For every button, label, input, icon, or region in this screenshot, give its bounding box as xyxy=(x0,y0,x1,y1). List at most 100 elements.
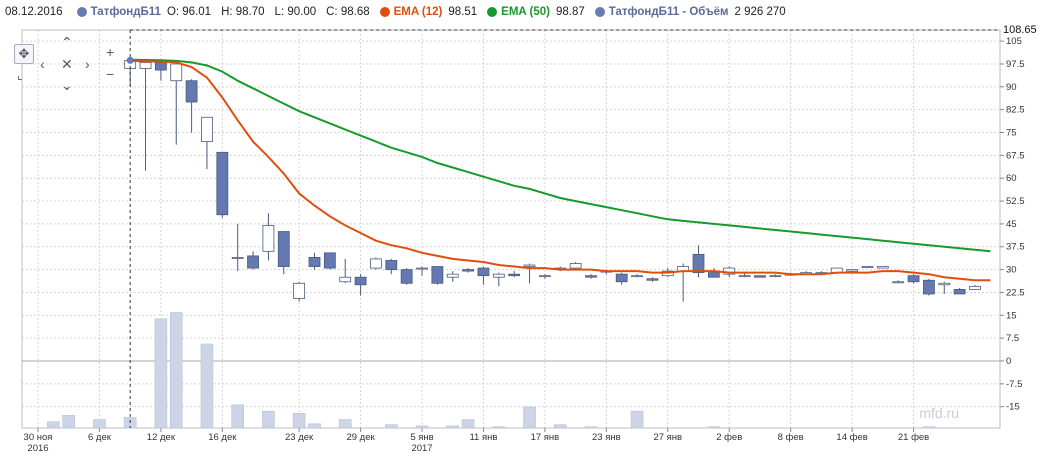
x-tick-label: 5 янв xyxy=(410,432,433,443)
candle-down xyxy=(585,275,597,278)
x-tick-label: 21 фев xyxy=(898,432,929,443)
x-tick-label: 6 дек xyxy=(88,432,112,443)
legend-low-label: L: xyxy=(274,6,285,18)
y-tick-label: 75 xyxy=(1006,128,1017,139)
legend-close-label: C: xyxy=(326,6,338,18)
plot-frame xyxy=(21,29,1001,429)
zoom-select-icon[interactable]: ⌞ xyxy=(17,68,23,82)
legend-volume-value: 2 926 270 xyxy=(734,6,786,18)
candle-up xyxy=(539,275,551,278)
volume-bar xyxy=(338,419,352,429)
volume-bar xyxy=(169,312,183,429)
reset-icon[interactable]: ✕ xyxy=(61,56,73,72)
volume-bar xyxy=(461,419,475,429)
candle-up xyxy=(631,275,643,278)
y-tick-label: 0 xyxy=(1006,356,1011,367)
y-tick-label: 90 xyxy=(1006,82,1017,93)
ema12-dot-icon xyxy=(379,7,390,17)
legend-ema50-value: 98.87 xyxy=(555,6,585,18)
volume-bar xyxy=(292,412,306,429)
candle-down xyxy=(907,275,920,283)
candle-up xyxy=(293,282,306,299)
volume-bar xyxy=(553,424,567,429)
crosshair-value-label: 108.65 xyxy=(1003,24,1037,36)
candle-up xyxy=(523,264,536,267)
pan-right-icon[interactable]: › xyxy=(85,56,90,72)
x-tick-label: 14 фев xyxy=(836,432,867,443)
candle-down xyxy=(508,273,521,277)
volume-bar xyxy=(922,426,936,429)
zoom-out-icon[interactable]: − xyxy=(106,66,115,82)
x-tick-year-label: 2016 xyxy=(27,443,48,454)
move-icon[interactable]: ✥ xyxy=(14,44,34,64)
y-tick-label: 67.5 xyxy=(1006,150,1025,161)
volume-bar xyxy=(415,425,429,429)
volume-bar xyxy=(62,415,76,429)
candle-up xyxy=(846,269,859,272)
candle-down xyxy=(646,278,659,281)
candle-up xyxy=(892,281,905,284)
candle-down xyxy=(247,255,259,269)
y-tick-label: 97.5 xyxy=(1006,59,1025,70)
zoom-in-icon[interactable]: + xyxy=(106,44,115,60)
x-tick-label: 2 фев xyxy=(716,432,742,443)
candle-up xyxy=(861,266,874,268)
volume-bar xyxy=(93,419,106,429)
y-tick-label: 37.5 xyxy=(1006,242,1025,253)
candle-down xyxy=(462,269,474,272)
candle-down xyxy=(354,276,367,286)
legend-instrument[interactable]: ТатфондБ11 xyxy=(90,6,161,18)
y-tick-label: 105 xyxy=(1006,36,1022,47)
x-tick-label: 8 фев xyxy=(778,432,804,443)
legend-volume-label[interactable]: ТатфондБ11 - Объём xyxy=(608,6,729,18)
candle-up xyxy=(231,257,244,259)
y-tick-label: 45 xyxy=(1006,219,1017,230)
candle-up xyxy=(339,276,352,283)
y-tick-label: -7.5 xyxy=(1006,379,1022,390)
volume-bar xyxy=(446,425,460,429)
x-tick-label: 27 янв xyxy=(653,432,682,443)
legend-ema12-value: 98.51 xyxy=(448,6,478,18)
candle-up xyxy=(492,273,505,278)
legend-ema50-label[interactable]: EMA (50) xyxy=(501,6,550,18)
y-tick-label: 15 xyxy=(1006,310,1017,321)
candle-down xyxy=(308,257,321,267)
legend-ema12-label[interactable]: EMA (12) xyxy=(393,6,443,18)
candle-up xyxy=(769,275,782,278)
candle-up xyxy=(416,267,428,270)
candle-up xyxy=(139,62,152,69)
x-tick-label: 29 дек xyxy=(346,432,375,443)
x-tick-label: 17 янв xyxy=(531,432,560,443)
x-tick-label: 11 янв xyxy=(469,432,497,443)
legend-high-label: H: xyxy=(221,6,233,18)
legend-open-value: 96.01 xyxy=(182,6,212,18)
volume-bar xyxy=(630,410,644,429)
x-tick-label: 30 ноя xyxy=(24,432,53,443)
y-tick-label: 52.5 xyxy=(1006,196,1025,207)
candle-up xyxy=(446,273,459,278)
pan-down-icon[interactable]: ⌄ xyxy=(61,77,73,93)
volume-bar xyxy=(262,410,275,429)
candle-down xyxy=(400,269,413,284)
volume-dot-icon xyxy=(594,7,605,17)
candle-down xyxy=(185,80,198,103)
y-tick-label: 82.5 xyxy=(1006,105,1025,116)
candle-down xyxy=(477,267,490,277)
x-tick-label: 12 дек xyxy=(147,432,176,443)
volume-bar xyxy=(200,343,214,429)
y-tick-label: 22.5 xyxy=(1006,287,1025,298)
x-tick-label: 16 дек xyxy=(208,432,237,443)
legend-close-value: 98.68 xyxy=(340,6,370,18)
candle-down xyxy=(754,275,766,278)
candle-down xyxy=(277,231,290,267)
x-tick-label: 23 дек xyxy=(285,432,314,443)
x-tick-label: 23 янв xyxy=(592,432,621,443)
crosshair-label-bg xyxy=(1001,23,1039,36)
legend-date: 08.12.2016 xyxy=(5,6,63,18)
candle-up xyxy=(370,258,382,269)
legend-low-value: 90.00 xyxy=(287,6,317,18)
candle-up xyxy=(876,266,889,269)
pan-up-icon[interactable]: ⌃ xyxy=(61,34,73,50)
pan-left-icon[interactable]: ‹ xyxy=(40,56,45,72)
